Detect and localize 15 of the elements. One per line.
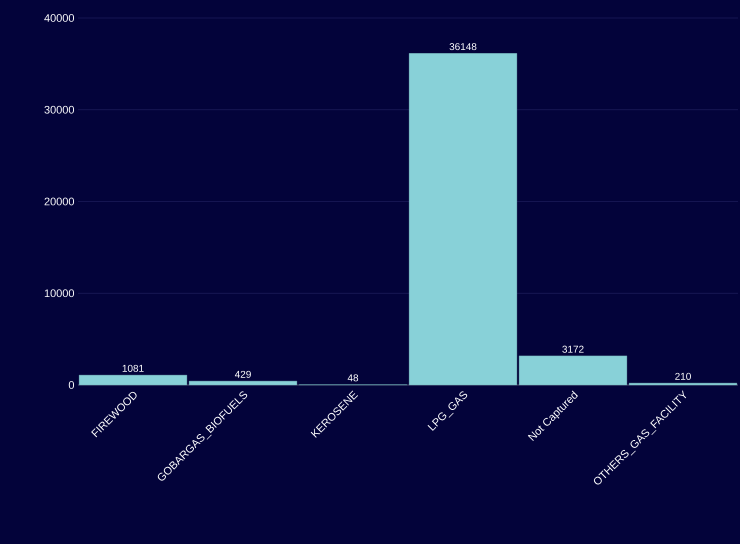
bar — [518, 356, 628, 386]
y-tick-label: 40000 — [44, 14, 74, 22]
data-label: 36148 — [450, 43, 476, 50]
y-tick-label: 30000 — [44, 106, 74, 114]
y-tick-label: 0 — [68, 381, 74, 389]
data-label: 3172 — [562, 346, 584, 353]
y-tick-label: 10000 — [44, 289, 74, 298]
bar — [188, 380, 298, 386]
data-label: 429 — [234, 370, 251, 378]
data-label: 1081 — [122, 364, 144, 372]
bar — [78, 374, 188, 386]
data-label: 210 — [675, 372, 691, 380]
bar — [408, 53, 518, 386]
y-tick-label: 20000 — [44, 198, 74, 206]
data-label: 48 — [348, 374, 358, 382]
